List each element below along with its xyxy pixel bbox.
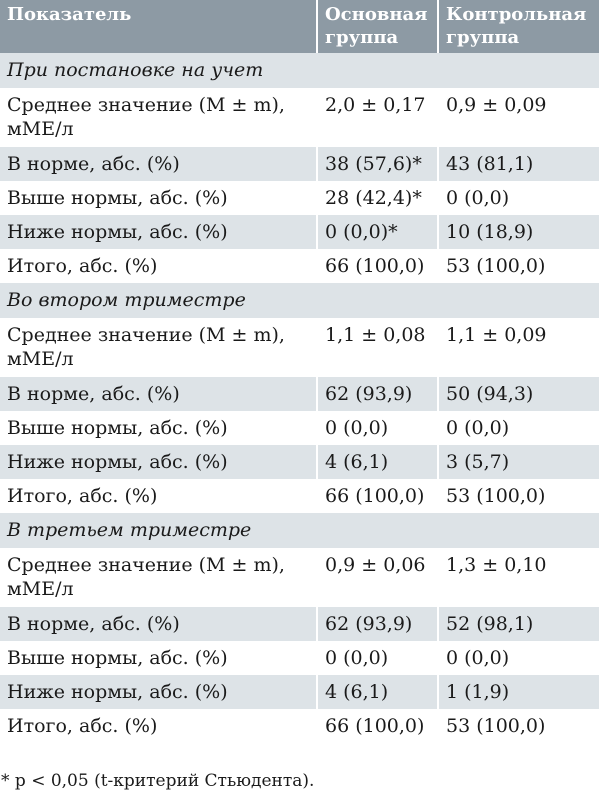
main-group-value: 2,0 ± 0,17 (316, 88, 438, 147)
section-row: При постановке на учет (0, 53, 599, 88)
table-row: Среднее значение (M ± m), мМЕ/л 0,9 ± 0,… (0, 548, 599, 607)
row-label: В норме, абс. (%) (0, 377, 317, 411)
row-label: Среднее значение (M ± m), мМЕ/л (0, 88, 317, 147)
main-group-value: 62 (93,9) (316, 607, 438, 641)
control-group-value: 3 (5,7) (437, 445, 599, 479)
main-group-value: 4 (6,1) (316, 675, 438, 709)
main-group-value: 0 (0,0) (316, 411, 438, 445)
header-control-group: Контрольная группа (437, 0, 599, 53)
table-row: Ниже нормы, абс. (%) 0 (0,0)* 10 (18,9) (0, 215, 599, 249)
row-label: Среднее значение (M ± m), мМЕ/л (0, 548, 317, 607)
control-group-value: 1,1 ± 0,09 (437, 318, 599, 377)
control-group-value: 0,9 ± 0,09 (437, 88, 599, 147)
table-row: Среднее значение (M ± m), мМЕ/л 2,0 ± 0,… (0, 88, 599, 147)
table-row: Выше нормы, абс. (%) 28 (42,4)* 0 (0,0) (0, 181, 599, 215)
control-group-value: 53 (100,0) (437, 709, 599, 743)
section-title: При постановке на учет (0, 53, 599, 88)
table-row: В норме, абс. (%) 38 (57,6)* 43 (81,1) (0, 147, 599, 181)
control-group-value: 1 (1,9) (437, 675, 599, 709)
row-label: Ниже нормы, абс. (%) (0, 675, 317, 709)
table-row: Ниже нормы, абс. (%) 4 (6,1) 3 (5,7) (0, 445, 599, 479)
header-indicator: Показатель (0, 0, 317, 53)
row-label: В норме, абс. (%) (0, 607, 317, 641)
footnote: * p < 0,05 (t-критерий Стьюдента). (1, 771, 315, 791)
row-label: Итого, абс. (%) (0, 479, 317, 513)
main-group-value: 66 (100,0) (316, 479, 438, 513)
control-group-value: 0 (0,0) (437, 181, 599, 215)
section-title: В третьем триместре (0, 513, 599, 548)
control-group-value: 53 (100,0) (437, 249, 599, 283)
table-row: Итого, абс. (%) 66 (100,0) 53 (100,0) (0, 249, 599, 283)
header-main-group: Основная группа (316, 0, 438, 53)
row-label: Выше нормы, абс. (%) (0, 181, 317, 215)
section-row: Во втором триместре (0, 283, 599, 318)
results-table: Показатель Основная группа Контрольная г… (0, 0, 599, 743)
main-group-value: 1,1 ± 0,08 (316, 318, 438, 377)
main-group-value: 66 (100,0) (316, 709, 438, 743)
main-group-value: 0,9 ± 0,06 (316, 548, 438, 607)
table-row: Ниже нормы, абс. (%) 4 (6,1) 1 (1,9) (0, 675, 599, 709)
row-label: Выше нормы, абс. (%) (0, 641, 317, 675)
table-row: Выше нормы, абс. (%) 0 (0,0) 0 (0,0) (0, 411, 599, 445)
row-label: Итого, абс. (%) (0, 249, 317, 283)
section-title: Во втором триместре (0, 283, 599, 318)
table-row: Итого, абс. (%) 66 (100,0) 53 (100,0) (0, 479, 599, 513)
row-label: Ниже нормы, абс. (%) (0, 445, 317, 479)
table-row: В норме, абс. (%) 62 (93,9) 52 (98,1) (0, 607, 599, 641)
main-group-value: 66 (100,0) (316, 249, 438, 283)
main-group-value: 38 (57,6)* (316, 147, 438, 181)
table-header-row: Показатель Основная группа Контрольная г… (0, 0, 599, 53)
table-row: В норме, абс. (%) 62 (93,9) 50 (94,3) (0, 377, 599, 411)
control-group-value: 10 (18,9) (437, 215, 599, 249)
table-row: Среднее значение (M ± m), мМЕ/л 1,1 ± 0,… (0, 318, 599, 377)
row-label: В норме, абс. (%) (0, 147, 317, 181)
section-row: В третьем триместре (0, 513, 599, 548)
row-label: Выше нормы, абс. (%) (0, 411, 317, 445)
row-label: Итого, абс. (%) (0, 709, 317, 743)
control-group-value: 1,3 ± 0,10 (437, 548, 599, 607)
table-row: Выше нормы, абс. (%) 0 (0,0) 0 (0,0) (0, 641, 599, 675)
control-group-value: 52 (98,1) (437, 607, 599, 641)
control-group-value: 0 (0,0) (437, 411, 599, 445)
control-group-value: 43 (81,1) (437, 147, 599, 181)
main-group-value: 62 (93,9) (316, 377, 438, 411)
control-group-value: 0 (0,0) (437, 641, 599, 675)
main-group-value: 0 (0,0) (316, 641, 438, 675)
row-label: Ниже нормы, абс. (%) (0, 215, 317, 249)
control-group-value: 53 (100,0) (437, 479, 599, 513)
main-group-value: 4 (6,1) (316, 445, 438, 479)
row-label: Среднее значение (M ± m), мМЕ/л (0, 318, 317, 377)
main-group-value: 0 (0,0)* (316, 215, 438, 249)
main-group-value: 28 (42,4)* (316, 181, 438, 215)
control-group-value: 50 (94,3) (437, 377, 599, 411)
table-row: Итого, абс. (%) 66 (100,0) 53 (100,0) (0, 709, 599, 743)
